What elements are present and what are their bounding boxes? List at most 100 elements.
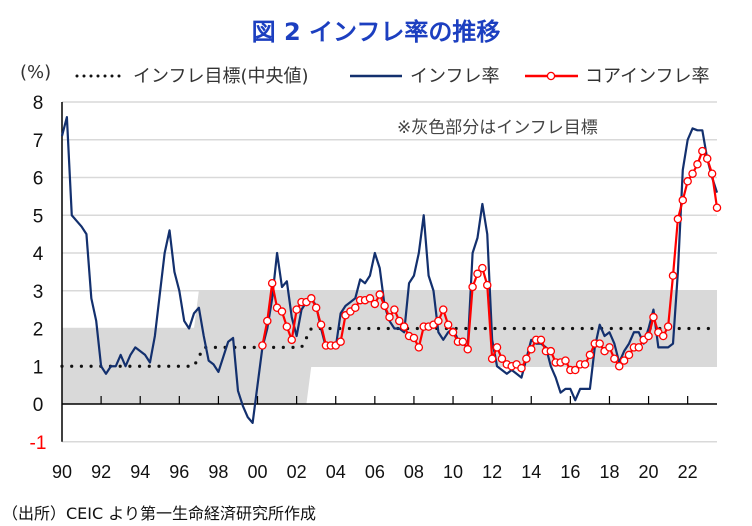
- core-inflation-point: [517, 363, 526, 373]
- core-inflation-point: [678, 195, 688, 205]
- core-inflation-point: [458, 337, 468, 346]
- x-tick-label: 98: [208, 462, 228, 482]
- core-inflation-point: [614, 361, 624, 371]
- core-inflation-point: [712, 203, 722, 212]
- core-inflation-point: [673, 214, 683, 224]
- target-band: [62, 290, 717, 404]
- x-tick-label: 96: [169, 462, 189, 482]
- x-tick-label: 20: [639, 462, 659, 482]
- core-inflation-point: [434, 316, 443, 326]
- core-inflation-point: [683, 177, 692, 186]
- x-tick-label: 90: [52, 462, 72, 482]
- core-inflation-point: [263, 316, 272, 326]
- core-inflation-point: [473, 269, 482, 279]
- core-inflation-point: [287, 335, 296, 345]
- x-tick-label: 22: [678, 462, 698, 482]
- x-tick-label: 16: [560, 462, 580, 482]
- x-tick-label: 10: [443, 462, 463, 482]
- core-inflation-point: [585, 350, 595, 360]
- core-inflation-point: [351, 303, 360, 312]
- core-inflation-point: [282, 322, 292, 331]
- core-inflation-point: [546, 346, 556, 356]
- core-inflation-point: [463, 345, 472, 354]
- core-inflation-point: [580, 360, 590, 369]
- core-inflation-point: [277, 307, 287, 316]
- core-inflation-point: [649, 312, 658, 322]
- y-tick-label: 2: [33, 320, 44, 341]
- core-inflation-point: [311, 303, 321, 312]
- core-inflation-point: [409, 333, 419, 343]
- core-inflation-point: [385, 312, 394, 322]
- x-tick-label: 92: [91, 462, 111, 482]
- core-inflation-point: [439, 305, 448, 314]
- x-tick-label: 12: [482, 462, 502, 482]
- target-line: [60, 326, 719, 368]
- y-tick-label: 3: [33, 282, 44, 303]
- core-inflation-point: [702, 154, 712, 163]
- core-inflation-point: [487, 354, 497, 363]
- x-tick-label: 94: [130, 462, 150, 482]
- y-tick-label: 5: [33, 206, 44, 227]
- core-inflation-point: [698, 146, 707, 156]
- x-tick-label: 08: [404, 462, 424, 482]
- core-inflation-point: [336, 337, 345, 346]
- legend-label-target: インフレ目標(中央値): [133, 66, 309, 87]
- core-inflation-point: [375, 290, 384, 299]
- core-inflation-point: [399, 322, 409, 331]
- core-inflation-point: [610, 354, 619, 363]
- core-inflation-point: [522, 354, 531, 363]
- core-inflation-point: [390, 305, 399, 314]
- core-inflation-point: [395, 316, 404, 326]
- core-inflation-point: [527, 345, 536, 354]
- core-inflation-point: [267, 278, 277, 288]
- core-inflation-point: [536, 335, 546, 345]
- y-tick-label: -1: [30, 433, 47, 454]
- x-tick-label: 02: [287, 462, 307, 482]
- x-tick-label: 06: [365, 462, 385, 482]
- y-tick-label: 0: [33, 395, 44, 416]
- x-tick-label: 14: [521, 462, 541, 482]
- y-tick-label: 6: [33, 169, 44, 190]
- core-inflation-point: [624, 350, 634, 360]
- core-inflation-point: [644, 331, 653, 341]
- core-inflation-point: [619, 356, 629, 365]
- y-tick-label: 4: [33, 244, 44, 265]
- core-inflation-point: [492, 343, 502, 352]
- core-inflation-point: [370, 299, 380, 309]
- core-inflation-point: [414, 343, 424, 352]
- core-inflation-point: [570, 365, 580, 375]
- x-tick-label: 18: [599, 462, 619, 482]
- x-tick-label: 00: [248, 462, 268, 482]
- core-inflation-point: [693, 160, 702, 169]
- core-inflation-point: [605, 343, 614, 352]
- core-inflation-point: [707, 169, 717, 178]
- y-tick-label: 1: [33, 357, 44, 378]
- core-inflation-point: [634, 343, 644, 352]
- core-inflation-point: [448, 328, 458, 337]
- core-inflation-point: [292, 305, 301, 314]
- core-inflation-point: [561, 356, 570, 365]
- core-inflation-point: [497, 354, 507, 363]
- core-inflation-point: [468, 282, 477, 292]
- core-inflation-point: [258, 341, 267, 350]
- core-inflation-point: [443, 320, 453, 329]
- core-inflation-point: [663, 322, 673, 331]
- chart-title: 図 2 インフレ率の推移: [251, 18, 501, 46]
- legend-marker-core: [546, 71, 556, 81]
- core-inflation-point: [478, 263, 487, 273]
- y-tick-label: 8: [33, 93, 44, 114]
- legend-label-core: コアインフレ率: [585, 66, 710, 87]
- core-inflation-point: [658, 331, 668, 341]
- core-inflation-point: [483, 280, 492, 290]
- core-inflation-point: [316, 320, 326, 329]
- core-inflation-point: [307, 294, 316, 303]
- y-tick-label: 7: [33, 131, 44, 152]
- legend-label-inflation: インフレ率: [410, 66, 500, 87]
- core-inflation-point: [365, 294, 375, 303]
- core-inflation-point: [595, 339, 604, 348]
- y-axis-unit: (%): [20, 62, 52, 83]
- x-tick-label: 04: [326, 462, 346, 482]
- core-inflation-point: [688, 169, 697, 178]
- source-note: （出所）CEIC より第一生命経済研究所作成: [2, 504, 316, 523]
